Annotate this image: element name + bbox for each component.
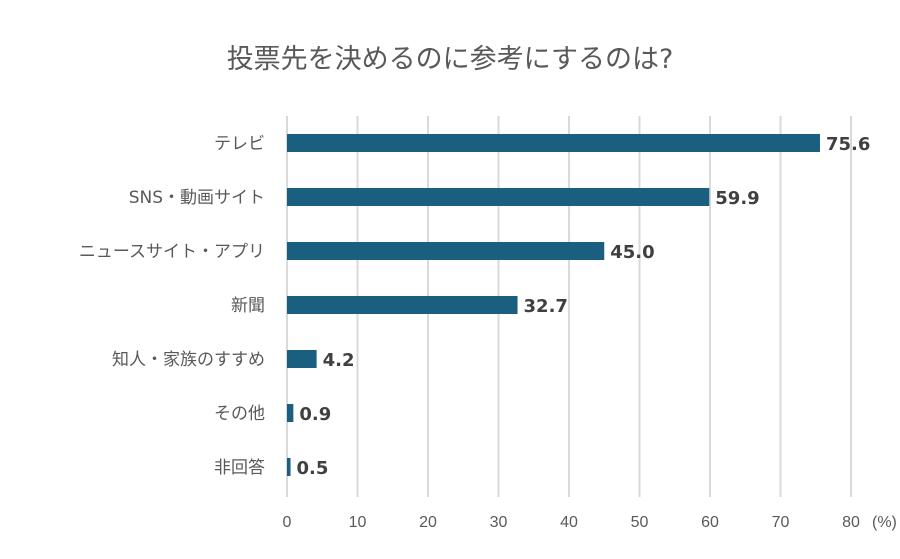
data-label: 0.5 (297, 458, 329, 479)
category-label: その他 (214, 404, 265, 424)
category-label: 知人・家族のすすめ (112, 350, 265, 370)
bar (287, 242, 605, 260)
category-label: 非回答 (214, 458, 265, 478)
x-tick-label: 70 (772, 514, 790, 531)
bar (287, 350, 317, 368)
data-label: 32.7 (524, 296, 568, 317)
category-label: SNS・動画サイト (129, 188, 265, 208)
x-tick-label: 10 (349, 514, 367, 531)
data-label: 45.0 (610, 242, 654, 263)
x-tick-label: 30 (490, 514, 508, 531)
bar (287, 404, 294, 422)
category-label: 新聞 (231, 296, 265, 316)
x-tick-label: 80 (842, 514, 860, 531)
bar (287, 458, 291, 476)
data-label: 59.9 (715, 188, 759, 209)
category-label: テレビ (214, 134, 265, 154)
bar (287, 296, 518, 314)
x-tick-label: 50 (631, 514, 649, 531)
chart-title: 投票先を決めるのに参考にするのは? (227, 44, 674, 75)
x-tick-label: 40 (560, 514, 578, 531)
data-label: 4.2 (323, 350, 355, 371)
x-tick-label: 20 (419, 514, 437, 531)
x-axis-unit: (%) (872, 514, 897, 531)
category-label: ニュースサイト・アプリ (79, 242, 265, 262)
x-tick-label: 0 (283, 514, 292, 531)
bar (287, 134, 820, 152)
data-label: 0.9 (299, 404, 331, 425)
x-tick-label: 60 (701, 514, 719, 531)
bar (287, 188, 710, 206)
data-label: 75.6 (826, 134, 870, 155)
